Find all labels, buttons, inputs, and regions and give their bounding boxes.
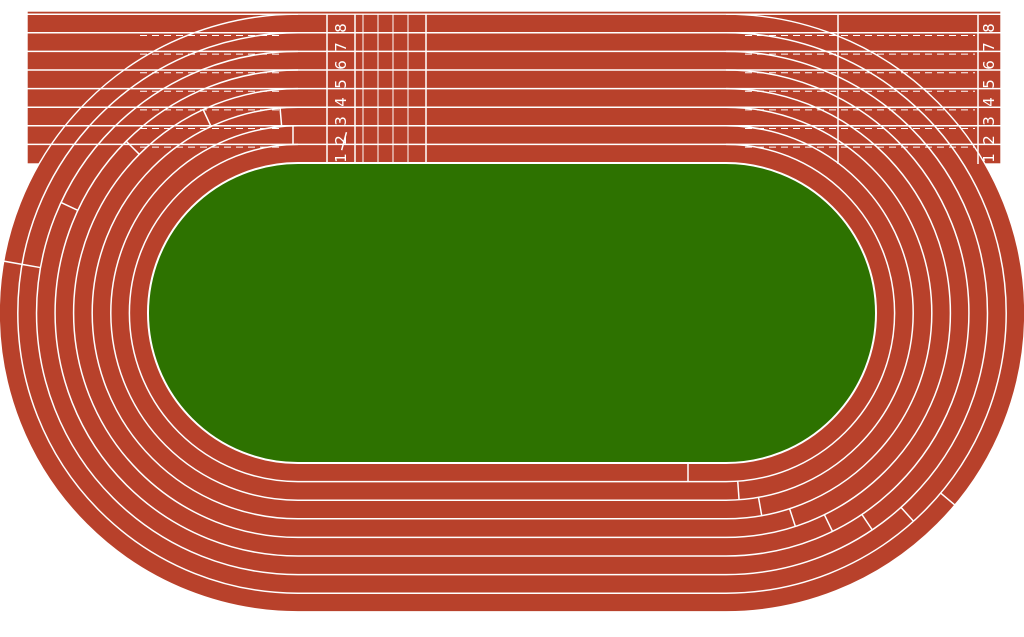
start-lane-numbers: 1 2 3 4 5 6 7 8 [332,23,350,163]
lane-line [110,125,914,501]
stagger-line [279,107,283,127]
start-lane-number: 5 [332,79,350,89]
stagger-line [940,492,956,506]
stagger-line [60,201,79,211]
start-lane-number: 3 [332,116,350,126]
lane-line [17,32,1007,594]
lane-line [35,50,989,576]
lane-line [72,87,952,539]
stagger-lines [3,107,956,532]
stagger-line [340,131,348,151]
finish-lane-numbers: 1 2 3 4 5 6 7 8 [980,23,998,163]
start-lane-number: 8 [332,23,350,33]
finish-lane-number: 2 [980,135,998,145]
stagger-line [823,514,834,532]
start-lane-number: 4 [332,97,350,107]
infield [147,162,877,464]
finish-lane-number: 7 [980,42,998,52]
infield-grass [147,162,877,464]
lane-line [91,106,933,520]
start-lane-number: 2 [332,135,350,145]
start-lane-number: 7 [332,42,350,52]
stagger-line [861,514,873,531]
finish-lane-number: 3 [980,116,998,126]
stagger-line [900,506,915,522]
finish-lane-number: 5 [980,79,998,89]
start-finish-lines [292,14,979,164]
start-lane-number: 6 [332,60,350,70]
finish-lane-number: 6 [980,60,998,70]
finish-lane-number: 1 [980,153,998,163]
stagger-line [788,508,797,527]
lane-lines [17,13,1007,594]
start-lane-number: 1 [332,153,350,163]
lane-line [54,69,970,557]
finish-lane-number: 8 [980,23,998,33]
stagger-line [21,263,41,269]
stagger-line [3,260,23,266]
stagger-line [737,481,740,500]
stagger-line [757,497,763,516]
relay-zone-dashes [140,35,975,148]
finish-lane-number: 4 [980,97,998,107]
lane-line [128,143,896,483]
stagger-line [202,109,212,127]
stagger-line [125,140,140,155]
